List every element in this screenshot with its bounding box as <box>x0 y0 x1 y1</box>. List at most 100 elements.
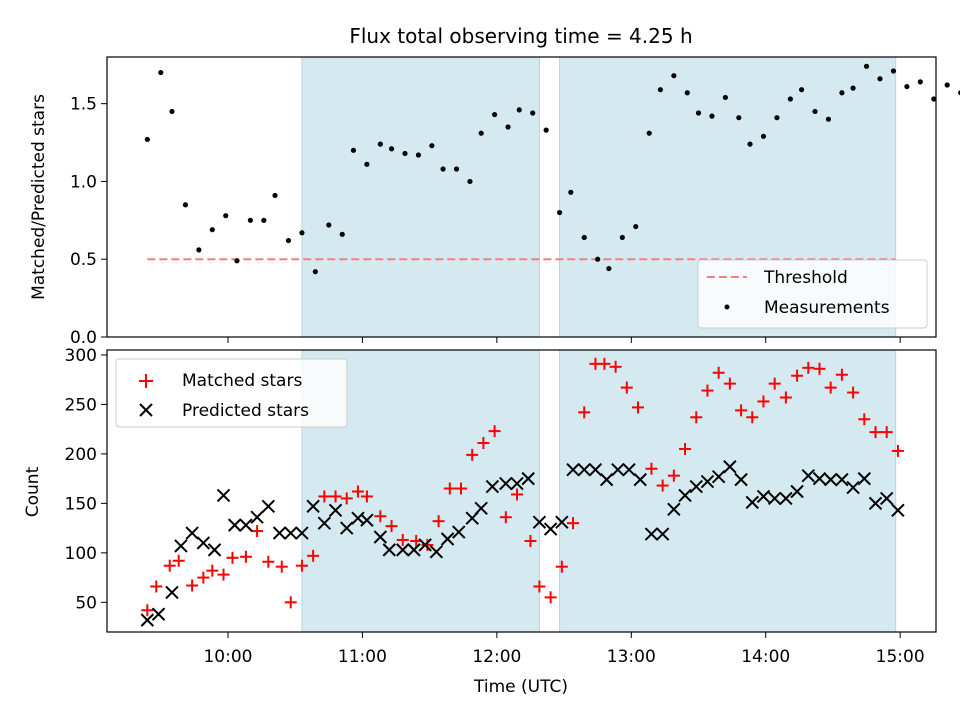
measurement-point <box>619 234 625 241</box>
predicted-star-point <box>360 513 374 527</box>
ratio-y-tick-label: 0.0 <box>70 328 97 348</box>
predicted-star-point <box>521 471 535 486</box>
predicted-star-point <box>510 476 524 491</box>
measurement-point <box>478 130 484 136</box>
predicted-star-point <box>622 463 636 477</box>
measurement-point <box>272 192 278 199</box>
measurement-point <box>182 202 189 208</box>
matched-star-point <box>217 568 230 581</box>
predicted-star-point <box>418 538 432 552</box>
predicted-star-point <box>284 526 298 540</box>
measurement-point <box>695 110 702 116</box>
count-y-tick-label: 250 <box>65 395 97 415</box>
matched-star-point <box>206 564 219 577</box>
predicted-star-point <box>474 501 488 516</box>
matched-star-point <box>735 404 748 417</box>
matched-star-point <box>645 462 658 475</box>
predicted-star-point <box>207 543 222 557</box>
predicted-star-point <box>216 488 231 503</box>
measurement-point <box>196 247 202 253</box>
ratio-y-tick-label: 0.5 <box>70 250 97 270</box>
measurement-point <box>144 136 150 143</box>
measurement-point <box>223 213 229 219</box>
measurement-point <box>774 115 780 121</box>
ratio-y-tick-label: 1.0 <box>70 172 97 192</box>
measurement-point <box>917 79 923 85</box>
predicted-star-point <box>644 527 659 541</box>
predicted-star-point <box>452 525 466 539</box>
matched-star-point <box>544 591 557 604</box>
threshold-legend-label: Threshold <box>763 268 848 288</box>
predicted-star-point <box>756 489 771 504</box>
measurement-point <box>568 189 574 195</box>
measurement-point <box>543 127 549 133</box>
measurement-point <box>944 82 950 88</box>
measurement-point <box>736 115 742 121</box>
matched-star-point <box>701 384 714 397</box>
predicted-star-point <box>174 539 188 553</box>
measurement-point <box>415 152 422 158</box>
matched-star-point <box>455 482 468 495</box>
predicted-star-point <box>857 471 872 486</box>
matched-legend-label: Matched stars <box>182 371 302 391</box>
predicted-star-point <box>667 502 681 517</box>
observing-window-shade <box>301 56 540 338</box>
matched-star-point <box>511 488 524 501</box>
measurement-point <box>299 230 305 236</box>
count-panel: 10:00 11:00 12:00 13:00 14:00 15:00 50 100 150 2… <box>23 346 937 697</box>
matched-star-point <box>421 538 434 551</box>
count-y-tick-label: 50 <box>75 593 97 613</box>
measurement-point <box>326 222 332 228</box>
measurement-point <box>671 73 677 79</box>
predicted-star-point <box>633 472 647 487</box>
measurement-point <box>684 90 690 96</box>
predicted-star-point <box>165 585 179 600</box>
matched-star-point <box>723 377 736 390</box>
matched-star-point <box>443 482 456 495</box>
predicted-star-point <box>407 543 421 557</box>
measurement-point <box>646 130 652 136</box>
predicted-star-point <box>745 495 759 510</box>
predicted-star-point <box>891 503 905 518</box>
predicted-star-point <box>577 463 591 477</box>
matched-star-point <box>360 490 373 503</box>
measurement-point <box>516 107 522 113</box>
measurement-point <box>581 234 587 241</box>
matched-star-point <box>679 442 692 455</box>
measurement-point <box>812 108 818 115</box>
measurement-point <box>388 146 395 152</box>
matched-star-point <box>477 437 490 450</box>
predicted-star-point <box>317 516 332 530</box>
measurement-point <box>863 63 870 69</box>
matched-star-point <box>779 391 792 404</box>
measurement-point <box>350 147 357 153</box>
matched-star-point <box>578 406 591 419</box>
predicted-star-point <box>196 536 211 550</box>
matched-star-point <box>712 366 725 379</box>
predicted-star-point <box>295 526 309 540</box>
measurement-point <box>850 85 856 91</box>
predicted-star-point <box>261 499 276 514</box>
predicted-star-point <box>868 496 883 511</box>
predicted-star-point <box>440 532 455 546</box>
predicted-legend-marker <box>139 403 153 417</box>
matched-star-point <box>351 485 364 498</box>
ratio-panel-frame <box>106 56 937 338</box>
measurement-point <box>402 150 408 157</box>
matched-star-point <box>656 479 669 492</box>
matched-star-point <box>432 515 445 528</box>
matched-star-point <box>667 469 680 482</box>
measurement-point <box>904 83 910 90</box>
matched-star-point <box>275 560 288 573</box>
matched-star-point <box>488 425 501 438</box>
x-tick-label: 14:00 <box>741 647 790 667</box>
matched-star-point <box>567 517 580 530</box>
predicted-star-point <box>689 479 703 494</box>
predicted-star-point <box>723 460 737 474</box>
matched-star-point <box>609 360 622 373</box>
matched-star-point <box>824 381 837 394</box>
count-y-tick-label: 150 <box>65 494 97 514</box>
predicted-star-point <box>250 510 264 524</box>
measurement-point <box>377 141 383 147</box>
count-y-tick-label: 100 <box>65 544 97 564</box>
